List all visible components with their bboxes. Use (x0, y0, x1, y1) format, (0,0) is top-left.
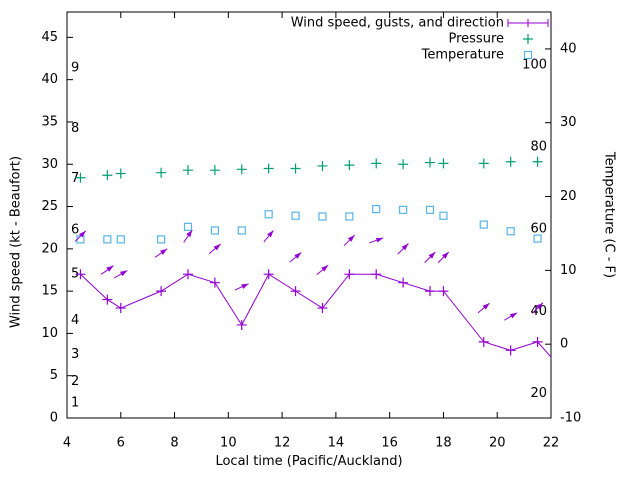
y-left-tick-label: 45 (41, 30, 58, 45)
legend: Wind speed, gusts, and directionPressure… (291, 16, 549, 63)
temperature-point (264, 210, 273, 219)
legend-label: Temperature (421, 48, 504, 63)
fahrenheit-label: 100 (522, 58, 547, 73)
wind-speed-line (80, 273, 552, 358)
y-left-axis-ticks: 0 5 10 15 20 25 30 35 40 45 (41, 30, 73, 426)
temperature-point (318, 212, 327, 221)
temperature-point (439, 211, 448, 220)
arrow-head (79, 230, 86, 238)
fahrenheit-label: 60 (530, 222, 547, 237)
arrow-head (241, 283, 249, 289)
y-left-axis-title: Wind speed (kt - Beaufort) (8, 155, 24, 329)
beaufort-label: 9 (71, 60, 79, 75)
y-left-tick-label: 40 (41, 72, 58, 87)
temperature-point (399, 205, 408, 214)
arrow-head (160, 248, 168, 255)
beaufort-label: 7 (71, 171, 79, 186)
y-right-tick-label: -10 (560, 411, 581, 426)
plot-border (66, 11, 552, 419)
temperature-point (157, 235, 166, 244)
wind-direction-arrows (74, 229, 544, 321)
arrow-head (294, 252, 302, 259)
x-tick-label: 22 (543, 436, 560, 451)
temperature-point (372, 204, 381, 214)
beaufort-label: 6 (71, 223, 79, 238)
temperature-point (506, 227, 515, 236)
x-tick-label: 18 (435, 436, 452, 451)
x-axis-title: Local time (Pacific/Auckland) (215, 454, 403, 469)
x-tick-label: 10 (220, 436, 237, 451)
x-tick-label: 4 (63, 436, 71, 451)
temperature-series (76, 204, 542, 244)
pressure-series (75, 156, 543, 183)
y-right-tick-label: 10 (560, 263, 577, 278)
temperature-point (237, 226, 246, 235)
arrow-head (106, 265, 114, 272)
y-left-tick-label: 25 (41, 199, 58, 214)
beaufort-scale-labels: 1 2 3 4 5 6 7 8 9 (71, 60, 79, 410)
temperature-point (183, 222, 193, 231)
legend-label: Wind speed, gusts, and direction (291, 16, 504, 31)
temperature-point (479, 220, 488, 229)
beaufort-label: 2 (71, 374, 79, 389)
beaufort-label: 4 (71, 313, 79, 328)
arrow-head (482, 303, 490, 310)
arrow-head (186, 230, 193, 238)
fahrenheit-label: 20 (530, 386, 547, 401)
y-left-tick-label: 10 (41, 326, 58, 341)
temperature-point (103, 235, 112, 244)
beaufort-label: 3 (71, 347, 79, 362)
arrow-head (267, 230, 274, 238)
y-left-tick-label: 15 (41, 284, 58, 299)
x-tick-label: 6 (117, 436, 125, 451)
temperature-point (291, 211, 300, 220)
temperature-point (425, 205, 435, 214)
arrow-head (347, 235, 355, 242)
arrow-head (428, 251, 436, 259)
y-right-tick-label: 0 (560, 337, 568, 352)
fahrenheit-label: 40 (530, 304, 547, 319)
legend-temperature-marker (523, 50, 533, 60)
temperature-point (210, 226, 219, 235)
arrow-head (401, 243, 409, 251)
x-tick-label: 12 (274, 436, 291, 451)
legend-label: Pressure (448, 32, 504, 47)
arrow-head (375, 237, 384, 243)
arrow-head (213, 244, 221, 251)
y-right-axis-ticks: -10 0 10 20 30 40 (545, 41, 581, 426)
y-right-tick-label: 30 (560, 115, 577, 130)
y-right-tick-label: 20 (560, 189, 577, 204)
fahrenheit-label: 80 (530, 140, 547, 155)
temperature-point (533, 234, 542, 243)
arrow-head (321, 265, 329, 272)
beaufort-label: 1 (71, 395, 79, 410)
fahrenheit-scale-labels: 20 40 60 80 100 (522, 58, 547, 401)
y-left-tick-label: 20 (41, 241, 58, 256)
x-tick-label: 14 (328, 436, 345, 451)
y-right-axis-title: Temperature (C - F) (601, 151, 617, 279)
arrow-head (119, 270, 128, 277)
y-left-tick-label: 0 (50, 411, 58, 426)
y-left-tick-label: 5 (50, 368, 58, 383)
arrow-head (442, 251, 449, 259)
x-tick-label: 16 (381, 436, 398, 451)
beaufort-label: 8 (71, 121, 79, 136)
x-tick-label: 20 (489, 436, 506, 451)
x-axis-ticks: 4 6 8 10 12 14 16 18 20 22 (63, 12, 559, 451)
y-left-tick-label: 35 (41, 114, 58, 129)
wind-series (75, 269, 552, 358)
y-right-tick-label: 40 (560, 41, 577, 56)
x-tick-label: 8 (170, 436, 178, 451)
arrow-head (536, 302, 543, 310)
y-left-tick-label: 30 (41, 157, 58, 172)
arrow-head (509, 312, 518, 319)
temperature-point (345, 212, 354, 221)
temperature-point (116, 235, 125, 244)
beaufort-label: 5 (71, 267, 79, 282)
